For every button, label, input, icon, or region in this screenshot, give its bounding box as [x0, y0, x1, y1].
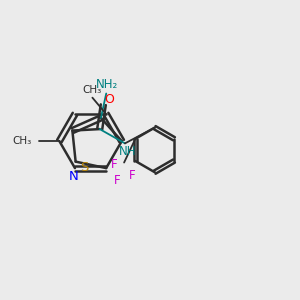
Text: O: O [104, 93, 114, 106]
Text: F: F [110, 158, 117, 170]
Text: NH₂: NH₂ [96, 78, 118, 91]
Text: NH: NH [119, 145, 137, 158]
Text: CH₃: CH₃ [83, 85, 102, 95]
Text: F: F [129, 169, 136, 182]
Text: CH₃: CH₃ [13, 136, 32, 146]
Text: F: F [114, 174, 121, 187]
Text: N: N [69, 170, 78, 183]
Text: S: S [80, 161, 88, 174]
